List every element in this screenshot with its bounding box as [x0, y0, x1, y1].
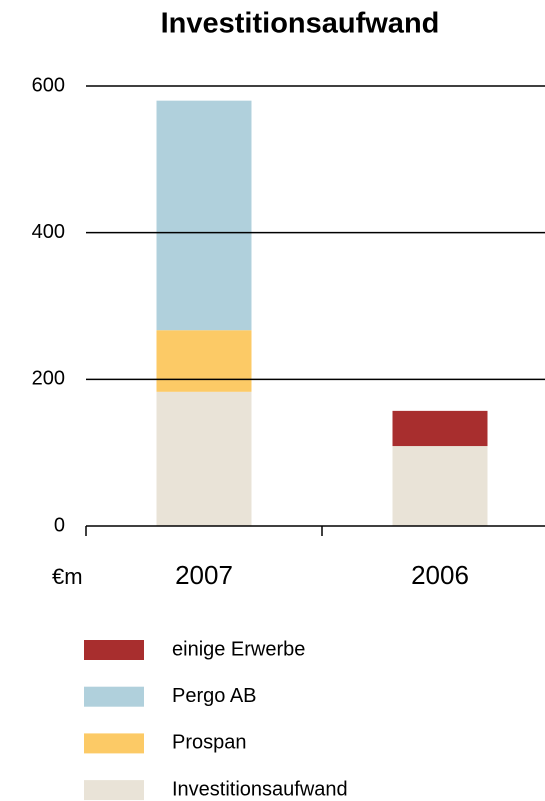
legend-label: einige Erwerbe	[172, 638, 305, 660]
legend-swatch	[84, 686, 144, 707]
y-tick-label: 600	[32, 74, 65, 96]
x-tick-label: 2006	[411, 560, 469, 590]
legend-swatch	[84, 780, 144, 801]
legend-swatch	[84, 733, 144, 754]
bar-segment	[156, 330, 252, 392]
legend-swatch	[84, 640, 144, 660]
x-tick-label: 2007	[175, 560, 233, 590]
y-tick-label: 200	[32, 368, 65, 390]
unit-label: €m	[52, 564, 83, 589]
y-tick-label: 400	[32, 221, 65, 243]
legend-label: Investitionsaufwand	[172, 778, 348, 800]
bar-segment	[156, 391, 252, 526]
bar-segment	[156, 100, 252, 331]
bar-segment	[392, 410, 488, 447]
legend-label: Pergo AB	[172, 685, 257, 707]
legend-label: Prospan	[172, 732, 247, 754]
y-tick-label: 0	[54, 514, 65, 536]
chart-title: Investitionsaufwand	[161, 8, 440, 40]
bar-segment	[392, 446, 488, 526]
